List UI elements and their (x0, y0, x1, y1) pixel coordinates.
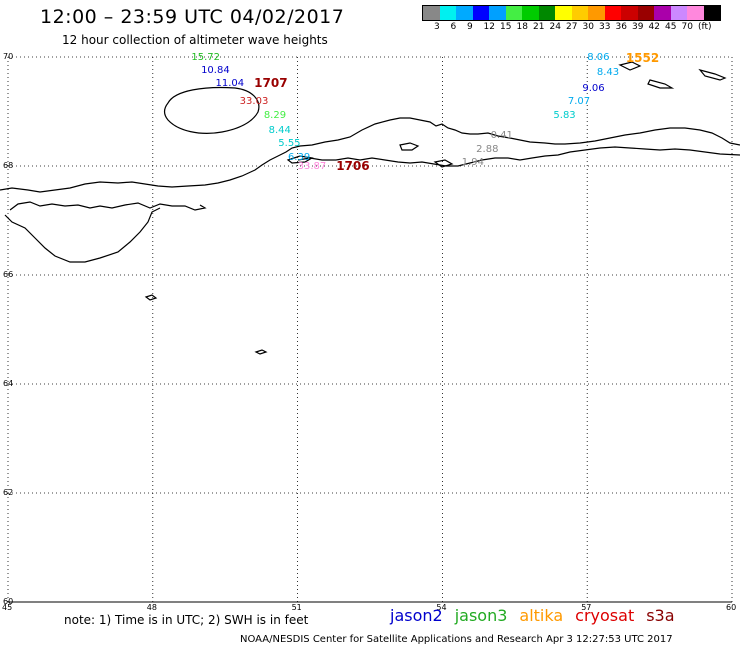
credit-line: NOAA/NESDIS Center for Satellite Applica… (240, 634, 673, 645)
wave-height-label: 1.94 (461, 157, 484, 169)
pass-time-label: 1552 (625, 51, 660, 66)
legend-label: 70 (681, 22, 693, 32)
legend-swatch (654, 6, 671, 20)
legend-label: 36 (615, 22, 627, 32)
island-small-2 (254, 349, 268, 355)
latitude-tick-label: 66 (3, 270, 14, 279)
wave-height-label: 10.84 (201, 64, 230, 76)
wave-height-label: 8.43 (596, 67, 620, 79)
kolguev-island-outline (164, 86, 260, 134)
wave-height-label: 33.87 (297, 161, 327, 173)
island-small-6 (399, 142, 420, 151)
legend-swatch (555, 6, 572, 20)
latitude-tick-label: 60 (3, 597, 14, 606)
longitude-tick-label: 51 (291, 603, 302, 612)
legend-label: 42 (648, 22, 660, 32)
wave-height-label: 33.03 (239, 95, 269, 107)
wave-height-label: 2.88 (476, 143, 499, 155)
legend-swatch (522, 6, 539, 20)
wave-height-label: 8.44 (268, 124, 291, 136)
legend-swatch (439, 6, 456, 20)
pass-time-label: 1707 (254, 76, 288, 91)
wave-height-label: 9.06 (582, 82, 605, 94)
mainland-coastline (0, 117, 740, 193)
kanin-coast (9, 201, 207, 211)
legend-label: 18 (516, 22, 528, 32)
island-small-3 (286, 155, 314, 164)
wave-height-label: 0.41 (490, 130, 513, 142)
pass-time-label: 1706 (336, 159, 370, 173)
legend-label: 21 (533, 22, 545, 32)
latitude-tick-label: 68 (3, 161, 14, 170)
legend-swatch (604, 6, 621, 20)
wave-height-label: 15.72 (191, 52, 221, 64)
latitude-tick-label: 70 (3, 52, 14, 61)
map-title: 12:00 – 23:59 UTC 04/02/2017 (40, 6, 345, 28)
legend-label: (ft) (698, 22, 712, 32)
swh-legend-labels: 3 6 9 12 15 18 21 24 27 30 33 36 39 42 45 70 (ft) (422, 22, 740, 34)
legend-label: 24 (549, 22, 561, 32)
satellite-name-jason2: jason2 (390, 606, 443, 625)
legend-swatch (571, 6, 588, 20)
wave-height-label: 5.55 (278, 138, 301, 150)
legend-label: 39 (632, 22, 644, 32)
island-small-1 (144, 294, 158, 301)
map-subtitle: 12 hour collection of altimeter wave hei… (62, 33, 328, 47)
wave-height-label: 5.83 (553, 109, 576, 121)
legend-swatch (489, 6, 506, 20)
swh-color-legend (422, 5, 721, 21)
legend-swatch (456, 6, 473, 20)
legend-label: 12 (483, 22, 495, 32)
satellite-name-cryosat: cryosat (575, 606, 635, 625)
island-small-7 (433, 159, 454, 168)
longitude-tick-label: 60 (726, 603, 737, 612)
legend-label: 6 (450, 22, 457, 32)
legend-label: 45 (665, 22, 677, 32)
island-small-5 (647, 79, 675, 89)
legend-swatch (637, 6, 654, 20)
wave-height-label: 6.39 (287, 151, 311, 163)
legend-label: 3 (434, 22, 440, 32)
legend-swatch (505, 6, 522, 20)
legend-label: 9 (467, 22, 473, 32)
footer-note: note: 1) Time is in UTC; 2) SWH is in fe… (64, 613, 309, 627)
island-small-8 (618, 61, 642, 71)
map-grid (7, 56, 733, 603)
pechora-bay-coast (297, 146, 740, 167)
legend-label: 30 (582, 22, 594, 32)
longitude-tick-label: 48 (146, 603, 157, 612)
legend-swatch (588, 6, 605, 20)
longitude-tick-label: 57 (581, 603, 592, 612)
satellite-name-jason3: jason3 (454, 606, 508, 625)
satellite-legend: jason2 jason3 altika cryosat s3a (390, 606, 687, 625)
wave-height-label: 8.06 (587, 52, 610, 64)
wave-height-label: 8.29 (263, 109, 287, 121)
longitude-tick-label: 54 (436, 603, 447, 612)
latitude-tick-label: 64 (3, 379, 14, 388)
legend-label: 15 (500, 22, 512, 32)
latitude-tick-label: 62 (3, 488, 14, 497)
legend-swatch (703, 6, 720, 20)
legend-swatch (472, 6, 489, 20)
legend-label: 33 (599, 22, 611, 32)
island-small-4 (698, 68, 727, 81)
legend-swatch (423, 6, 440, 20)
satellite-name-altika: altika (519, 606, 564, 625)
coastline (0, 61, 740, 355)
legend-swatch (621, 6, 638, 20)
legend-swatch (670, 6, 687, 20)
legend-swatch (538, 6, 555, 20)
legend-swatch (687, 6, 704, 20)
white-sea-coast (4, 207, 161, 263)
legend-label: 27 (566, 22, 578, 32)
wave-height-label: 7.07 (567, 95, 591, 107)
satellite-name-s3a: s3a (646, 606, 675, 625)
wave-height-label: 11.04 (215, 78, 245, 90)
longitude-tick-label: 45 (2, 603, 13, 612)
